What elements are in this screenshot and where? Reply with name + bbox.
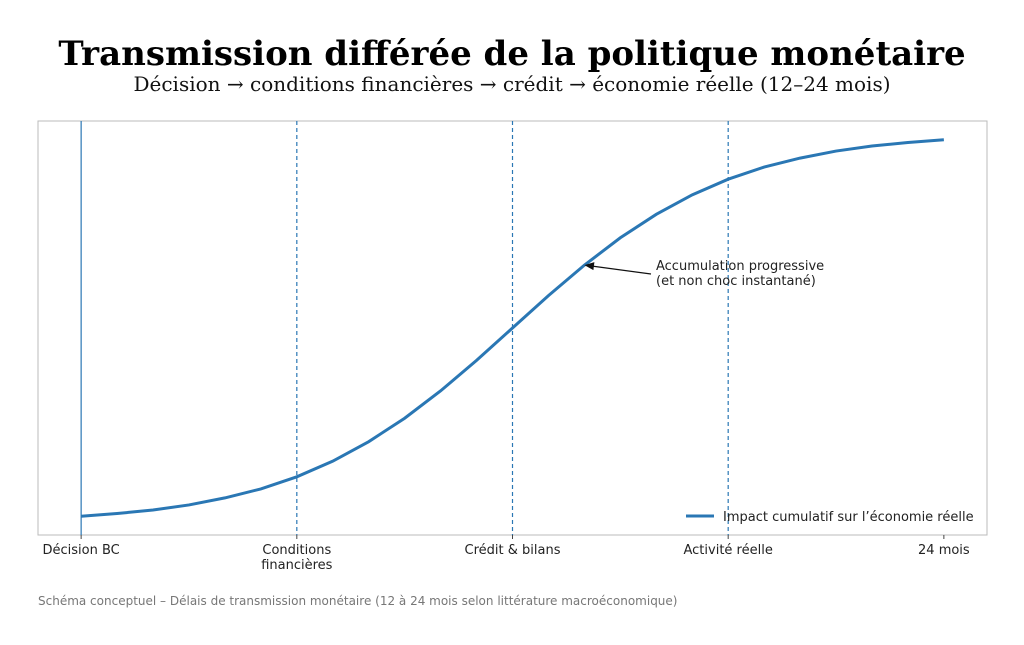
annotation: Accumulation progressive (et non choc ins… xyxy=(656,259,824,289)
data-line xyxy=(81,138,944,518)
annotation-arrow xyxy=(592,265,652,275)
x-tick-label: Activité réelle xyxy=(684,543,773,558)
x-tick-label: 24 mois xyxy=(918,543,970,558)
x-tick-label: Conditions financières xyxy=(261,543,332,573)
x-tick-label: Crédit & bilans xyxy=(465,543,561,558)
annotation-arrowhead xyxy=(584,262,595,271)
footnote: Schéma conceptuel – Délais de transmissi… xyxy=(38,594,677,608)
x-tick-label: Décision BC xyxy=(43,543,120,558)
legend-label: Impact cumulatif sur l’économie réelle xyxy=(723,510,974,525)
chart-subtitle: Décision → conditions financières → créd… xyxy=(133,72,890,96)
chart-title: Transmission différée de la politique mo… xyxy=(58,34,965,74)
